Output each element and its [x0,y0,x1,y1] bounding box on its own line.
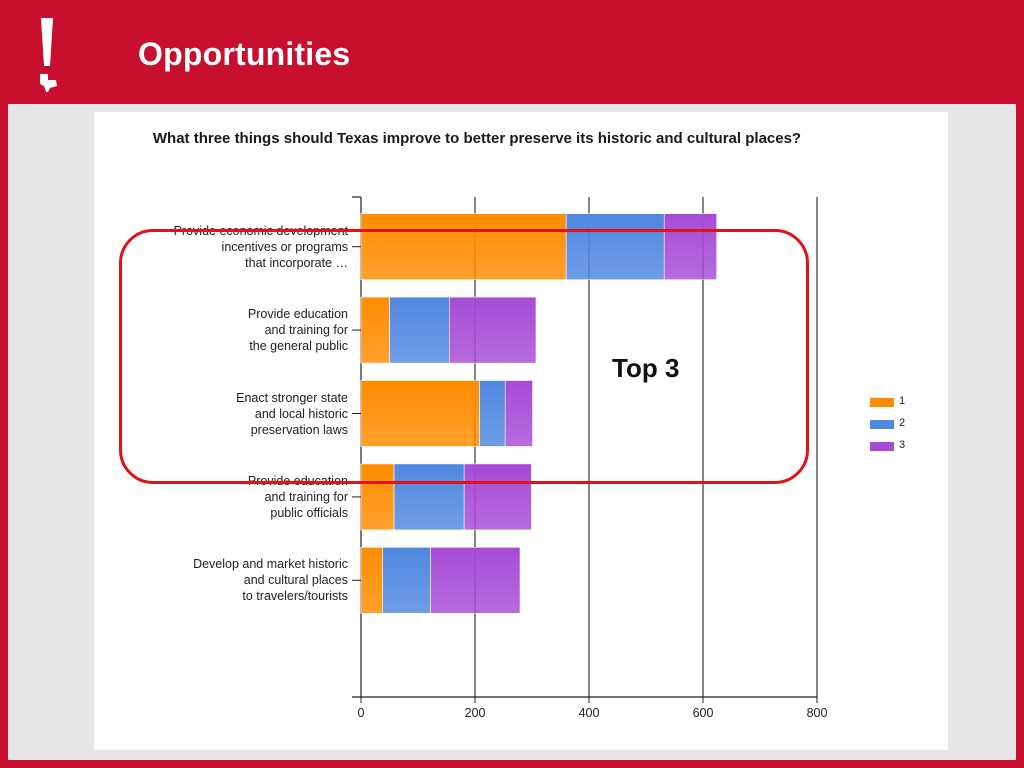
legend-label: 1 [899,395,906,407]
bar-cat1-series1 [360,213,567,280]
bar-cat4-series2 [393,463,465,531]
bar-cat5-series2 [382,546,431,614]
category-label: Provide education and training for public … [128,473,348,521]
slide-header: Opportunities [0,0,1024,104]
x-tick-label: 200 [464,706,486,720]
bar-cat4-series1 [360,463,395,531]
category-label: Develop and market historic and cultural … [128,556,348,604]
top-3-annotation: Top 3 [612,353,680,383]
category-label-line: and cultural places [243,573,348,588]
category-label: Provide education and training for the gen… [128,306,348,354]
category-label-line: incentives or programs [221,239,348,254]
bar-cat3-series2 [479,380,506,447]
bar-cat5-series3 [430,546,521,614]
category-label-line: and training for [264,489,348,504]
chart-title: What three things should Texas improve t… [152,130,802,147]
category-label-line: that incorporate … [245,255,348,270]
category-label-line: the general public [249,339,348,354]
bar-cat1-series3 [663,213,717,280]
bar-cat2-series3 [449,296,537,364]
exclamation-logo-icon [40,18,57,92]
x-tick-label: 0 [357,706,365,720]
category-label-line: Enact stronger state [236,390,348,405]
slide-title: Opportunities [138,36,351,72]
category-label-line: public officials [270,505,348,520]
bar-cat5-series1 [360,546,383,614]
category-label-line: preservation laws [250,422,348,437]
bar-cat3-series3 [504,380,533,447]
legend-label: 2 [899,417,906,429]
bar-cat3-series1 [360,380,480,447]
bar-cat2-series2 [389,296,450,364]
category-label: Enact stronger state and local historic pr… [128,390,348,438]
top-3-highlight-box [119,229,809,484]
bar-cat2-series1 [360,296,390,364]
x-tick-label: 800 [806,706,828,720]
x-tick-label: 600 [692,706,714,720]
bar-cat4-series3 [463,463,532,531]
bar-cat1-series2 [565,213,665,280]
legend-swatch [870,398,894,407]
legend-label: 3 [899,439,906,451]
category-label-line: Develop and market historic [193,557,348,572]
category-label-line: and local historic [254,406,348,421]
category-label-line: Provide education [247,307,348,322]
x-tick-label: 400 [578,706,600,720]
legend-swatch [870,442,894,451]
category-label-line: and training for [264,323,348,338]
category-label-line: Provide education [247,473,348,488]
legend-swatch [870,420,894,429]
category-label-line: to travelers/tourists [242,589,348,604]
